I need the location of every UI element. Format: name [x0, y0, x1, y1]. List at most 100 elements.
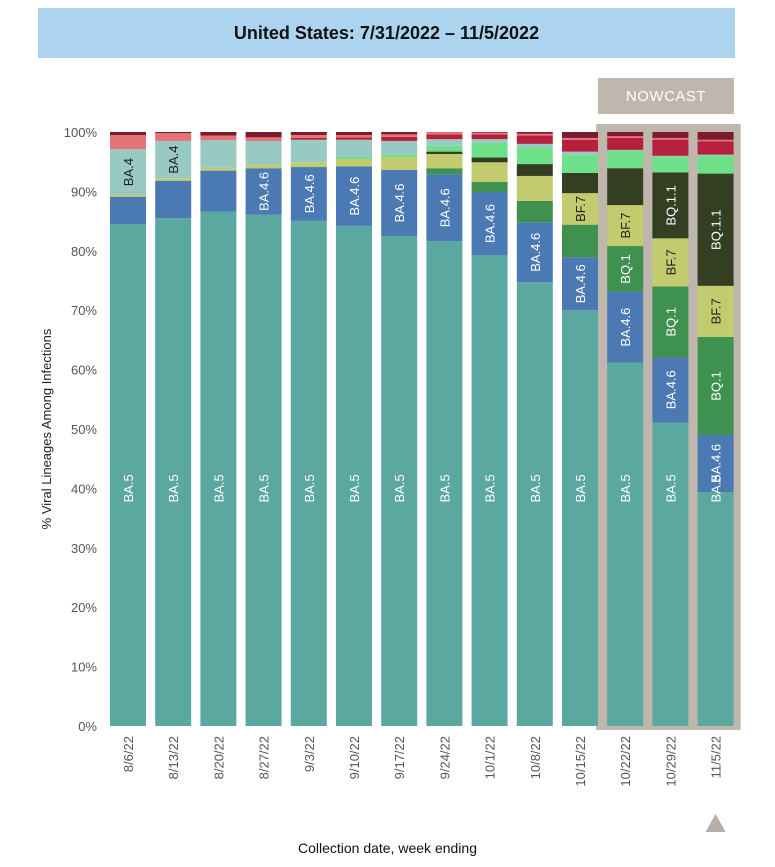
bar-segment [607, 168, 644, 206]
bar-segment [200, 135, 237, 141]
bar-segment [516, 222, 553, 283]
bar-segment [336, 225, 372, 727]
bar-segment [245, 140, 282, 165]
bar-segment [607, 137, 644, 150]
bar-segment [697, 155, 734, 174]
bar-label: BA.4.6 [618, 308, 633, 347]
chart-title-bar: United States: 7/31/2022 – 11/5/2022 [38, 8, 735, 58]
bar-label: BA.4.6 [392, 183, 407, 222]
bar-segment [516, 135, 553, 144]
bar-segment [652, 155, 689, 157]
bar-segment [697, 141, 734, 155]
bar-segment [607, 205, 644, 247]
bar-segment [155, 218, 192, 726]
bar-label: BA.5 [392, 474, 407, 502]
x-tick-label: 11/5/22 [709, 736, 724, 778]
bar-segment [110, 132, 146, 135]
bar-segment [110, 134, 146, 150]
bar-segment [652, 286, 689, 358]
bar-segment [471, 191, 508, 255]
bar-label: BA.5 [257, 474, 272, 502]
bar-segment [652, 139, 689, 156]
x-tick-label: 8/6/22 [121, 736, 136, 772]
bar-segment [607, 246, 644, 292]
bar-segment [336, 166, 372, 226]
bar-segment [516, 200, 553, 223]
y-tick-label: 90% [71, 184, 97, 199]
bar-segment [607, 132, 644, 137]
bar-label: BF.7 [618, 213, 633, 239]
y-tick-label: 100% [64, 125, 98, 140]
bar-segment [155, 132, 192, 134]
bar-segment [471, 181, 508, 192]
bar-segment [652, 137, 689, 140]
bar-segment [426, 134, 463, 140]
bar-segment [562, 257, 598, 311]
bar-segment [336, 134, 372, 138]
bar-segment [336, 132, 372, 135]
bar-segment [471, 142, 508, 158]
x-tick-label: 9/17/22 [392, 736, 407, 779]
bar-segment [426, 153, 463, 169]
bar-segment [562, 151, 598, 156]
bar-segment [245, 137, 282, 141]
x-tick-label: 10/15/22 [573, 736, 588, 787]
bar-segment [200, 132, 237, 136]
bar-label: BQ.1 [618, 254, 633, 284]
bar-label: BA.5 [618, 474, 633, 502]
bar-segment [336, 137, 372, 140]
bar-segment [381, 235, 418, 726]
bar-segment [562, 172, 598, 194]
bar-segment [381, 140, 418, 155]
x-tick-label: 9/24/22 [437, 736, 452, 779]
bar-label: BA.5 [663, 474, 678, 502]
bar-segment [652, 156, 689, 173]
bar-segment [562, 139, 598, 152]
x-tick-label: 8/13/22 [166, 736, 181, 779]
bar-segment [110, 149, 146, 195]
bar-label: BA.5 [573, 474, 588, 502]
bar-segment [426, 139, 463, 146]
bar-label: BA.4.6 [437, 188, 452, 227]
bar-label: BA.4.6 [528, 233, 543, 272]
y-tick-label: 60% [71, 363, 97, 378]
x-tick-label: 10/22/22 [618, 736, 633, 787]
x-tick-label: 8/27/22 [257, 736, 272, 779]
bar-segment [245, 214, 282, 727]
x-tick-label: 10/29/22 [663, 736, 678, 787]
bar-segment [471, 132, 508, 135]
bar-segment [426, 241, 463, 726]
bar-segment [562, 155, 598, 173]
bar-label: BA.5 [347, 474, 362, 502]
bar-segment [697, 139, 734, 142]
bar-label: BQ.1 [709, 371, 724, 401]
bar-label: BA.5 [709, 474, 724, 502]
x-axis-title: Collection date, week ending [297, 840, 477, 856]
bar-segment [471, 254, 508, 726]
nowcast-triangle-icon [705, 814, 726, 832]
bar-label: BF.7 [663, 249, 678, 275]
bar-segment [381, 136, 418, 141]
bar-segment [155, 133, 192, 141]
bar-label: BA.4.6 [573, 264, 588, 303]
bar-label: BQ.1.1 [709, 209, 724, 249]
bar-label: BA.4.6 [709, 444, 724, 483]
chart-title: United States: 7/31/2022 – 11/5/2022 [233, 22, 540, 43]
bar-segment [471, 132, 508, 133]
bar-segment [697, 173, 734, 286]
bar-segment [607, 151, 644, 169]
bar-segment [426, 145, 463, 152]
bar-segment [516, 175, 553, 201]
bar-segment [562, 310, 598, 726]
bar-segment [245, 164, 282, 169]
bar-segment [426, 151, 463, 154]
y-tick-label: 80% [71, 244, 97, 259]
bar-segment [110, 194, 146, 197]
bar-segment [607, 149, 644, 152]
bar-segment [381, 170, 418, 236]
bar-segment [652, 172, 689, 239]
bar-segment [426, 132, 463, 135]
bar-segment [245, 168, 282, 215]
bar-segment [200, 167, 237, 171]
bar-segment [697, 491, 734, 726]
